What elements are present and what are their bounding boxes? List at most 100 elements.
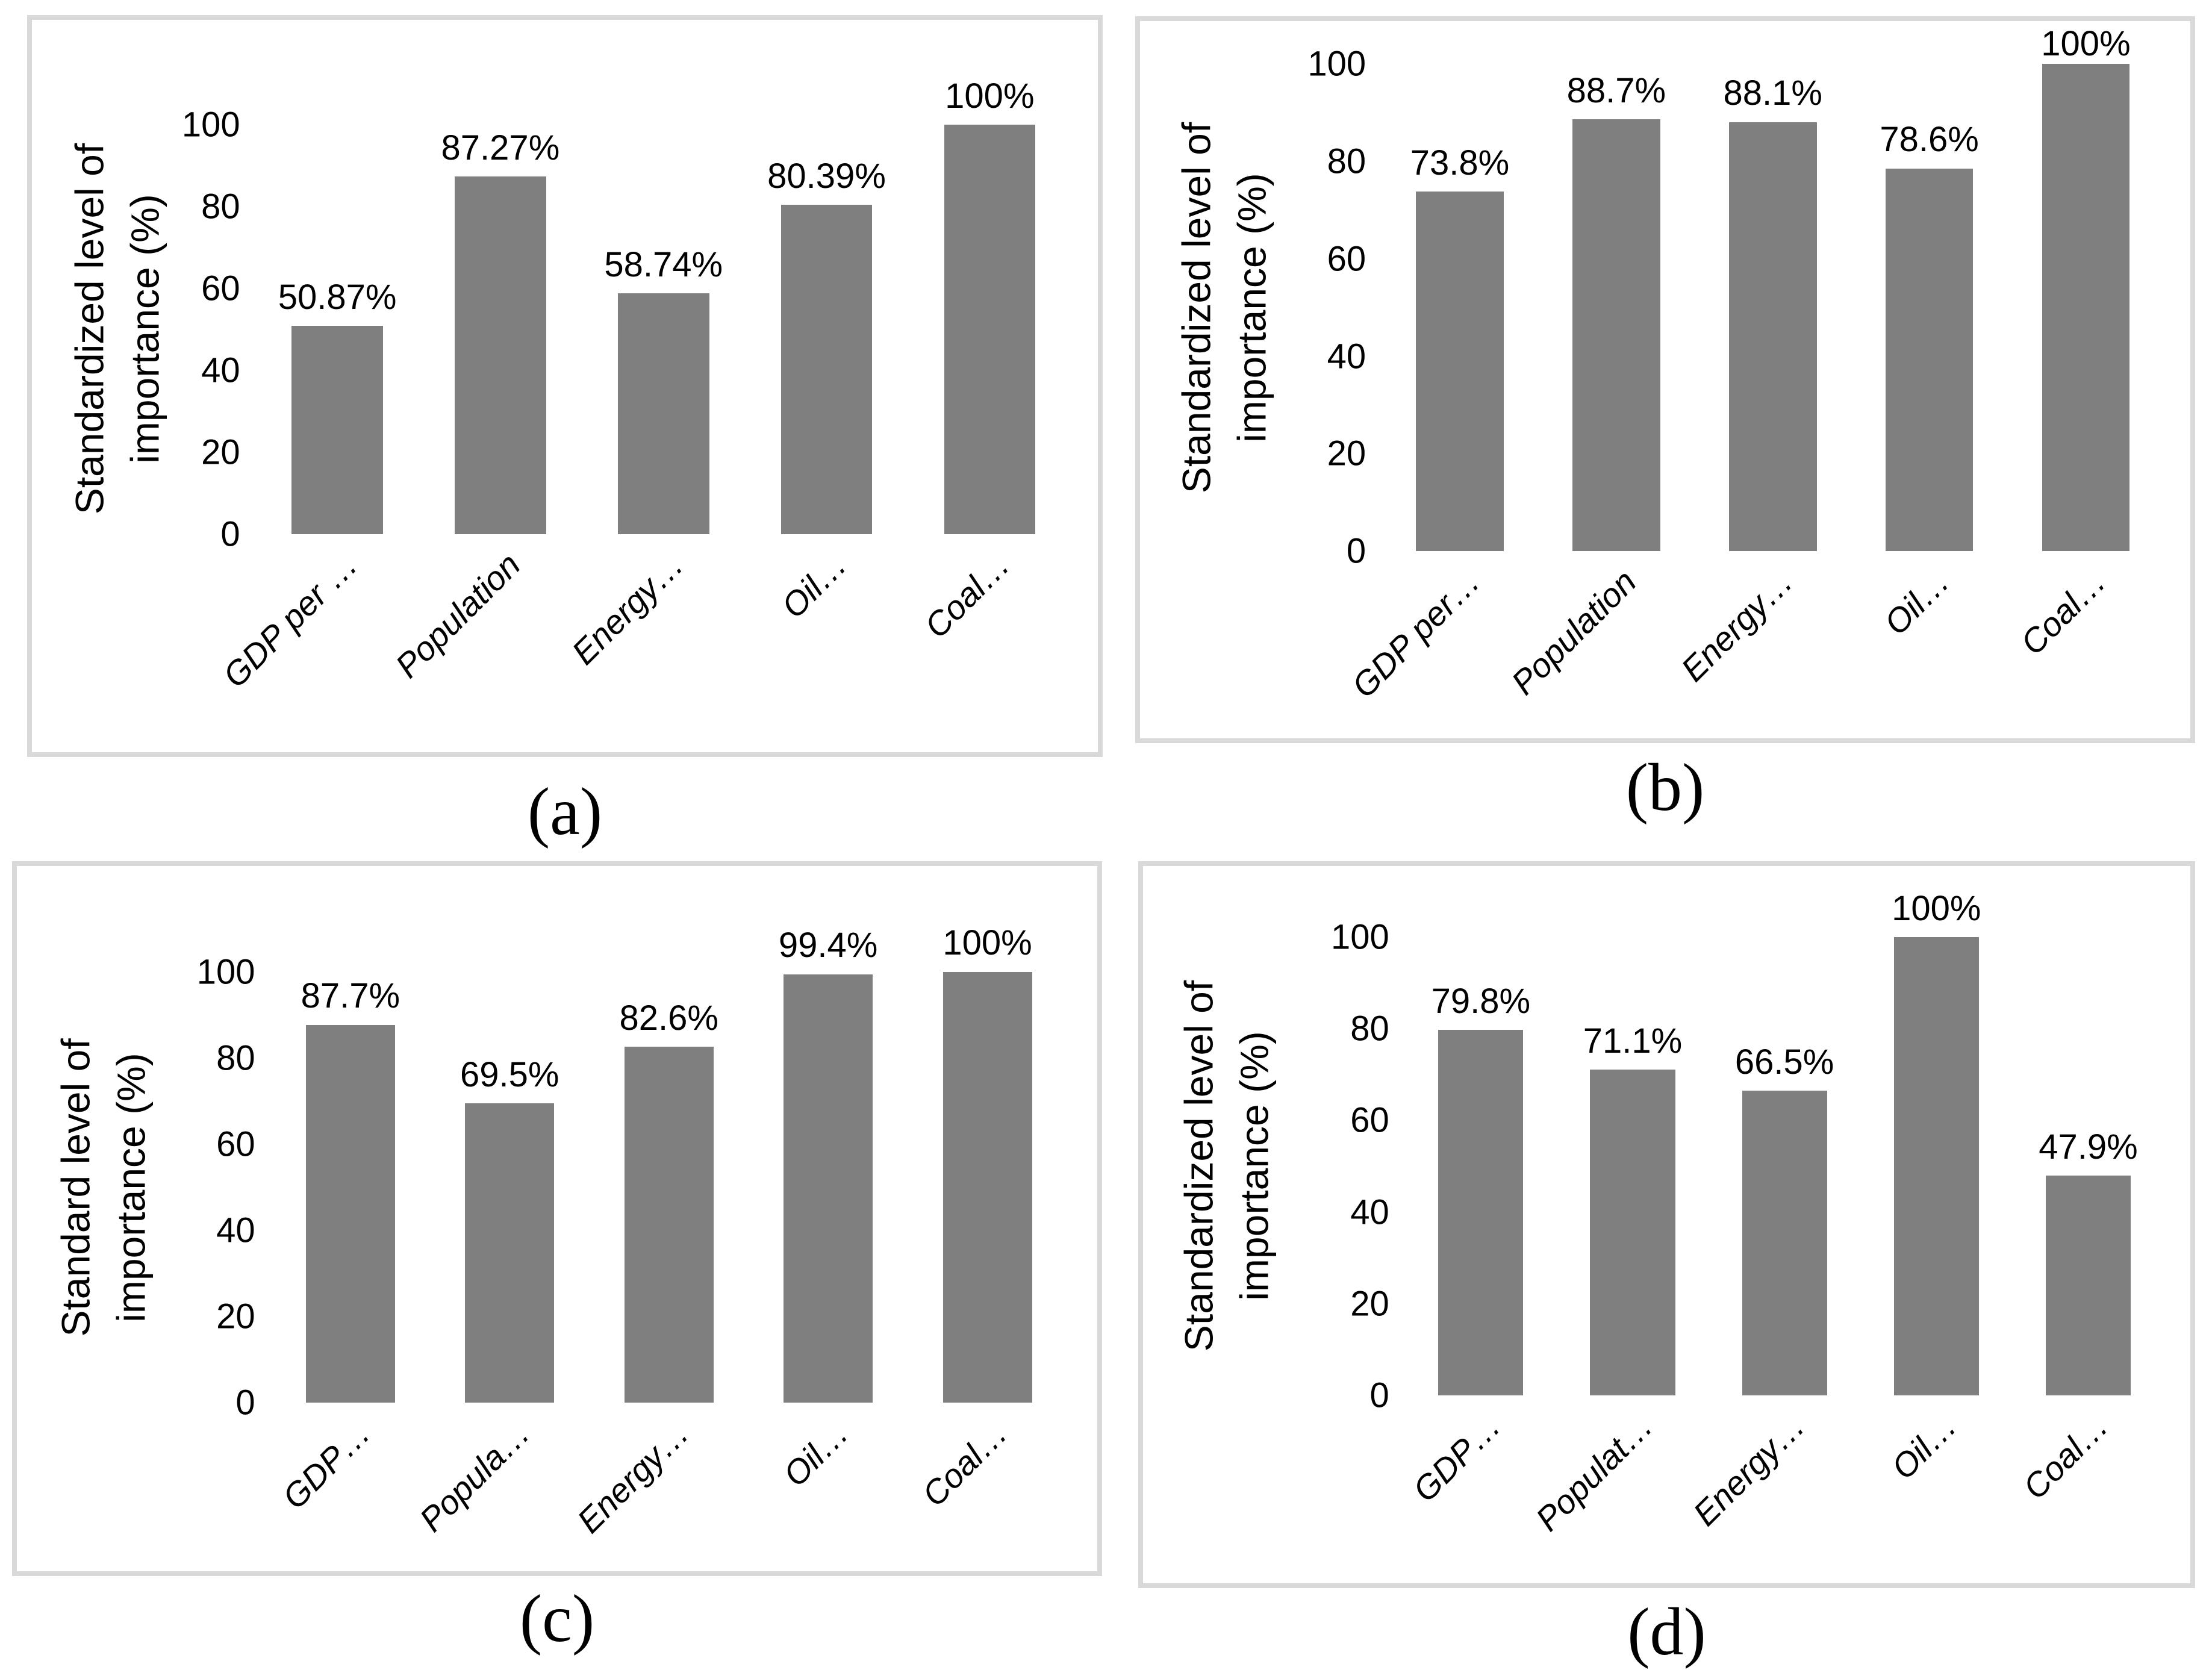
bar-value-label: 80.39% (767, 157, 886, 196)
bar-value-label: 78.6% (1880, 120, 1979, 160)
y-tick-label: 80 (1327, 142, 1366, 181)
y-axis-title: Standardized level of importance (%) (1171, 980, 1283, 1351)
bar (1728, 122, 1817, 552)
x-category-label: Population (388, 545, 528, 685)
bar-value-label: 71.1% (1583, 1021, 1683, 1061)
plot-area-a: 100 80 60 40 20 0 50.87% GDP per … 87.27% Populat… (182, 76, 1071, 694)
bar (1416, 192, 1504, 552)
y-axis-title-line: importance (%) (1229, 173, 1274, 443)
subfigure-caption-a: (a) (527, 774, 603, 849)
bar-value-label: 87.7% (301, 976, 400, 1016)
bar (305, 1024, 395, 1403)
y-tick-label: 20 (216, 1297, 255, 1336)
bar-value-label: 99.4% (778, 926, 878, 965)
x-category-label: Coal… (2013, 562, 2113, 662)
x-category-label: Energy… (564, 545, 691, 671)
y-axis-title: Standard level of importance (%) (48, 1038, 159, 1336)
bar (784, 974, 873, 1403)
x-category-label: GDP per… (1344, 562, 1488, 705)
x-category-label: GDP… (1406, 1406, 1509, 1509)
bar-value-label: 82.6% (619, 998, 718, 1038)
x-category-label: Energy… (570, 1413, 696, 1541)
x-category-label: Popula… (412, 1413, 537, 1539)
chart-panel-c: Standard level of importance (%) 100 80 60… (12, 861, 1102, 1576)
bar-value-label: 100% (2041, 24, 2131, 64)
y-tick-label: 40 (201, 351, 240, 390)
x-category-label: Coal… (2016, 1406, 2116, 1507)
chart-panel-d: Standardized level of importance (%) 100… (1138, 861, 2195, 1588)
y-tick-label: 60 (216, 1124, 255, 1164)
bar (942, 971, 1032, 1403)
bar (455, 176, 546, 534)
y-tick-label: 20 (1327, 434, 1366, 473)
bar-value-label: 100% (945, 76, 1035, 116)
bar-value-label: 88.1% (1723, 73, 1822, 113)
chart-panel-a: Standardized level of importance (%) 100… (27, 15, 1103, 757)
y-axis-title-line: Standard level of (53, 1038, 98, 1337)
bar-value-label: 100% (942, 923, 1032, 963)
y-tick-label: 0 (1369, 1376, 1389, 1415)
plot-area-b: 100 80 60 40 20 0 73.8% GDP per… 88.7% Population… (1307, 24, 2164, 705)
bar-value-label: 69.5% (460, 1055, 559, 1094)
y-axis-title-line: Standardized level of (1174, 122, 1219, 494)
y-tick-label: 80 (201, 187, 240, 226)
bar (1893, 936, 1979, 1395)
y-tick-label: 40 (1327, 337, 1366, 376)
y-tick-label: 80 (1350, 1009, 1389, 1048)
plot-area-c: 100 80 60 40 20 0 87.7% GDP… 69.5% Popula… 82.6% En… (197, 923, 1067, 1540)
bar-value-label: 47.9% (2039, 1127, 2138, 1167)
subfigure-caption-c: (c) (519, 1581, 595, 1656)
y-tick-label: 20 (1350, 1284, 1389, 1324)
bar (2045, 1176, 2131, 1395)
x-category-label: Coal… (915, 1413, 1015, 1514)
x-category-label: Oil… (774, 545, 854, 625)
bar-value-label: 73.8% (1410, 143, 1510, 183)
y-tick-label: 100 (181, 105, 240, 145)
y-axis-title: Standardized level of importance (%) (61, 143, 173, 514)
bar-value-label: 50.87% (278, 277, 397, 317)
y-axis-title-line: importance (%) (108, 1053, 154, 1323)
y-tick-label: 0 (235, 1383, 255, 1422)
bar (624, 1047, 714, 1403)
x-category-label: Populat… (1528, 1406, 1660, 1539)
y-axis-title-line: Standardized level of (67, 143, 112, 515)
subfigure-caption-b: (b) (1625, 750, 1705, 825)
x-category-label: GDP… (275, 1413, 378, 1516)
bar (1572, 119, 1660, 552)
y-tick-label: 60 (201, 269, 240, 308)
bar (465, 1103, 555, 1403)
chart-panel-b: Standardized level of importance (%) 100… (1135, 16, 2195, 743)
y-axis-title-line: Standardized level of (1176, 980, 1221, 1352)
x-category-label: Population (1504, 562, 1644, 702)
x-category-label: Oil… (1884, 1406, 1964, 1487)
plot-area-d: 100 80 60 40 20 0 79.8% GDP… 71.1% Populat… 66.5% E… (1331, 889, 2164, 1538)
y-axis-title: Standardized level of importance (%) (1168, 122, 1280, 493)
bar (2042, 64, 2130, 552)
x-category-label: Energy… (1685, 1406, 1812, 1533)
bar-value-label: 100% (1892, 888, 1981, 928)
bar-value-label: 87.27% (441, 128, 560, 168)
y-tick-label: 100 (196, 952, 255, 992)
y-axis-title-line: importance (%) (122, 194, 167, 464)
y-tick-label: 0 (1346, 531, 1366, 571)
x-category-label: Energy… (1674, 562, 1801, 689)
x-category-label: Oil… (775, 1413, 856, 1494)
bar-value-label: 88.7% (1566, 70, 1666, 110)
y-axis-title-line: importance (%) (1232, 1031, 1277, 1301)
bar (780, 205, 873, 534)
y-tick-label: 20 (201, 432, 240, 472)
subfigure-caption-d: (d) (1627, 1595, 1706, 1669)
y-tick-label: 60 (1327, 239, 1366, 279)
x-category-label: Coal… (917, 545, 1017, 645)
bar (291, 325, 383, 534)
bar (1438, 1029, 1524, 1395)
y-tick-label: 100 (1330, 917, 1389, 957)
bar (944, 124, 1036, 534)
bar (1885, 168, 1974, 552)
bar (1590, 1069, 1675, 1395)
x-category-label: Oil… (1877, 562, 1957, 643)
bar-value-label: 58.74% (604, 245, 723, 285)
y-tick-label: 40 (216, 1210, 255, 1250)
y-tick-label: 0 (220, 514, 240, 554)
